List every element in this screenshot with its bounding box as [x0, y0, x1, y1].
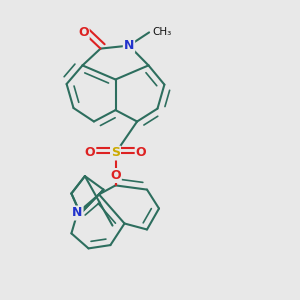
Text: O: O — [85, 146, 95, 160]
Text: N: N — [72, 206, 82, 220]
Text: O: O — [78, 26, 89, 39]
Text: N: N — [124, 39, 134, 52]
Text: O: O — [136, 146, 146, 160]
Text: S: S — [111, 146, 120, 160]
Text: O: O — [110, 169, 121, 182]
Text: CH₃: CH₃ — [152, 27, 171, 38]
